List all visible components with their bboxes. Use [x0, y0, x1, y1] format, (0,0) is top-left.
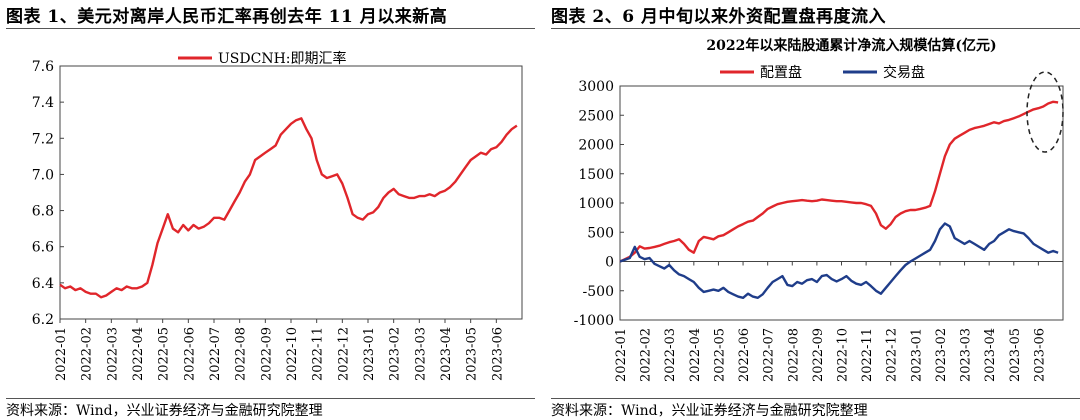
- source-note: 资料来源：Wind，兴业证券经济与金融研究院整理: [551, 403, 868, 419]
- x-tick-label: 2023-01: [909, 328, 924, 382]
- exchange-rate-chart: 6.2 6.4 6.6 6.8 7.0 7.2 7.4 7.6 2022-01 2022-02 20…: [32, 50, 523, 381]
- figure-title: 图表 1、美元对离岸人民币汇率再创去年 11 月以来新高: [6, 7, 448, 27]
- x-tick-label: 2022-02: [80, 327, 95, 381]
- x-tick-label: 2022-09: [259, 327, 274, 381]
- x-tick-label: 2023-02: [934, 328, 949, 382]
- y-tick-label: 1000: [578, 196, 614, 212]
- x-tick-label: 2022-07: [208, 327, 223, 381]
- source-note: 资料来源：Wind，兴业证券经济与金融研究院整理: [6, 403, 323, 419]
- x-tick-label: 2022-05: [712, 328, 727, 382]
- x-tick-label: 2023-01: [362, 327, 377, 381]
- x-tick-label: 2022-04: [688, 328, 703, 382]
- x-tick-label: 2023-03: [959, 328, 974, 382]
- y-tick-label: 7.4: [32, 95, 54, 111]
- x-tick-label: 2023-05: [465, 327, 480, 381]
- y-tick-label: 2500: [578, 108, 614, 124]
- x-tick-label: 2022-10: [836, 328, 851, 382]
- x-tick-label: 2022-01: [54, 327, 69, 381]
- title-divider: [6, 28, 535, 29]
- x-tick-label: 2022-02: [639, 328, 654, 382]
- y-tick-label: 0: [605, 255, 614, 271]
- y-tick-label: 7.2: [32, 131, 54, 147]
- x-tick-label: 2022-10: [285, 327, 300, 381]
- legend-label: 配置盘: [760, 64, 802, 81]
- x-tick-label: 2022-07: [762, 328, 777, 382]
- figure-1: 图表 1、美元对离岸人民币汇率再创去年 11 月以来新高 6.2 6.4 6.6 6.…: [0, 0, 535, 419]
- y-tick-label: 500: [587, 225, 614, 241]
- plot-area: [619, 85, 1064, 321]
- y-tick-label: 1500: [578, 167, 614, 183]
- x-tick-label: 2022-08: [786, 328, 801, 382]
- y-tick-label: 7.0: [32, 167, 54, 183]
- x-tick-label: 2022-11: [860, 328, 875, 382]
- y-tick-label: 3000: [578, 79, 614, 95]
- x-tick-label: 2022-11: [311, 327, 326, 381]
- source-divider: [6, 398, 535, 399]
- x-tick-label: 2022-05: [157, 327, 172, 381]
- legend-label: USDCNH:即期汇率: [218, 50, 347, 67]
- title-divider: [551, 28, 1080, 29]
- x-tick-label: 2023-02: [388, 327, 403, 381]
- x-tick-label: 2022-06: [182, 327, 197, 381]
- chart-title: 2022年以来陆股通累计净流入规模估算(亿元): [706, 37, 996, 54]
- x-tick-label: 2023-04: [439, 327, 454, 381]
- x-tick-label: 2023-05: [1008, 328, 1023, 382]
- x-tick-label: 2022-01: [614, 328, 629, 382]
- figure-title: 图表 2、6 月中旬以来外资配置盘再度流入: [551, 7, 886, 27]
- legend-label: 交易盘: [883, 64, 925, 81]
- series-line: [619, 100, 1059, 263]
- plot-area: [59, 65, 523, 320]
- y-tick-label: 6.8: [32, 204, 54, 220]
- source-divider: [551, 398, 1080, 399]
- y-tick-label: 7.6: [32, 59, 54, 75]
- x-tick-label: 2022-04: [131, 327, 146, 381]
- figure-2: 图表 2、6 月中旬以来外资配置盘再度流入 -1000 -500 0 500 1000 1…: [545, 0, 1080, 419]
- y-tick-label: 2000: [578, 138, 614, 154]
- x-tick-label: 2023-06: [490, 327, 505, 381]
- northbound-flow-chart: -1000 -500 0 500 1000 1500 2000 2500 3000 2022-01…: [574, 37, 1064, 382]
- x-tick-label: 2022-09: [811, 328, 826, 382]
- series-line: [59, 117, 518, 299]
- y-tick-label: 6.6: [32, 240, 54, 256]
- x-tick-label: 2023-04: [983, 328, 998, 382]
- x-tick-label: 2023-03: [413, 327, 428, 381]
- y-tick-label: -1000: [574, 313, 614, 329]
- highlight-ellipse: [1026, 71, 1064, 153]
- x-tick-label: 2022-03: [663, 328, 678, 382]
- x-tick-label: 2022-06: [737, 328, 752, 382]
- x-tick-label: 2022-03: [105, 327, 120, 381]
- y-tick-label: 6.4: [32, 276, 54, 292]
- y-tick-label: -500: [583, 284, 614, 300]
- x-tick-label: 2023-06: [1032, 328, 1047, 382]
- x-tick-label: 2022-12: [336, 327, 351, 381]
- x-tick-label: 2022-08: [234, 327, 249, 381]
- y-tick-label: 6.2: [32, 312, 54, 328]
- x-tick-label: 2022-12: [885, 328, 900, 382]
- series-line: [619, 222, 1059, 299]
